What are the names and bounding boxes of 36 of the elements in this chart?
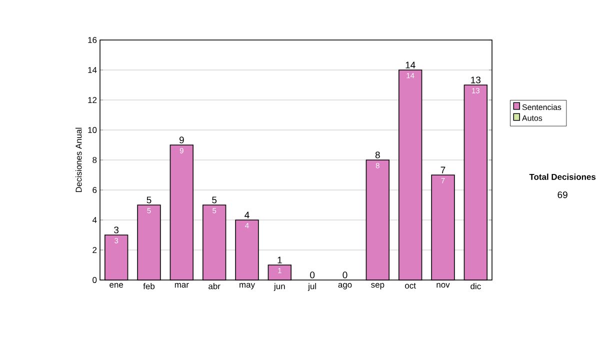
total-label: 4	[244, 212, 250, 218]
x-tick-label: sep	[371, 283, 384, 290]
total-label: 14	[406, 62, 416, 68]
text: 69	[558, 191, 568, 198]
total-label: 5	[212, 196, 217, 204]
x-tick-label: ago	[338, 283, 352, 290]
y-axis-title: Decisiones Anual	[75, 128, 82, 192]
x-tick-label: dic	[470, 283, 481, 290]
y-tick-label: 2	[92, 247, 97, 253]
x-tick-label: jul	[308, 283, 316, 291]
x-tick-label: feb	[143, 283, 155, 290]
x-tick-label: may	[240, 283, 255, 290]
x-tick-label: abr	[208, 283, 220, 290]
total-label: 5	[146, 196, 152, 204]
y-tick-label: 12	[88, 97, 97, 103]
y-tick-label: 14	[88, 67, 97, 73]
total-label: 7	[440, 166, 446, 174]
total-label: 3	[114, 226, 119, 234]
total-label: 0	[310, 272, 315, 278]
y-tick-label: 16	[88, 37, 97, 43]
y-tick-label: 4	[92, 217, 97, 223]
x-tick-label: jun	[274, 283, 285, 291]
y-tick-label: 0	[92, 277, 97, 283]
y-tick-label: 10	[88, 127, 97, 133]
y-tick-label: 6	[92, 187, 97, 193]
total-label: 0	[342, 272, 348, 278]
x-tick-label: oct	[405, 283, 416, 289]
total-label: 13	[471, 76, 481, 84]
total-label: 1	[278, 256, 282, 264]
x-tick-label: ene	[110, 283, 124, 288]
y-tick-label: 8	[92, 157, 97, 163]
total-label: 9	[179, 136, 184, 144]
x-tick-label: mar	[174, 283, 189, 288]
text: Total Decisiones	[529, 174, 596, 180]
total-label: 8	[375, 152, 380, 158]
x-tick-label: nov	[436, 283, 450, 288]
